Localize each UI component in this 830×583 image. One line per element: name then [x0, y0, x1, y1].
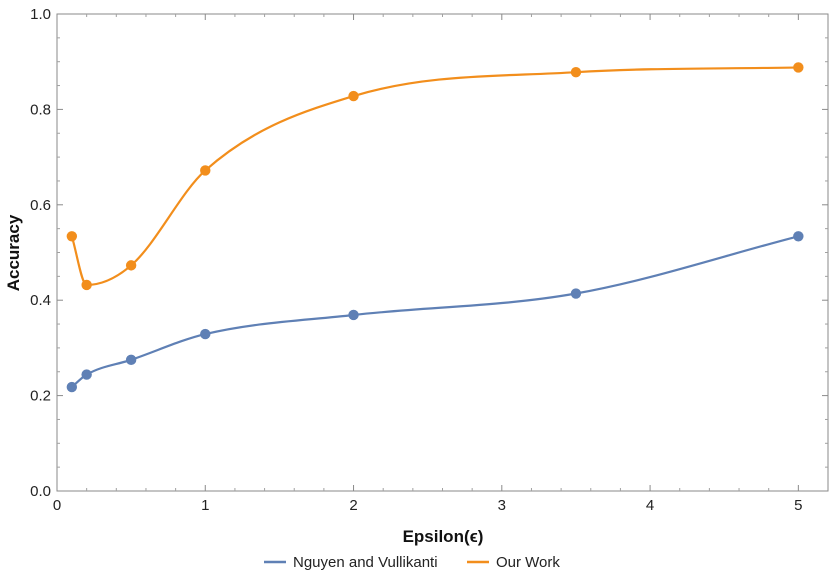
y-tick-label: 1.0	[30, 6, 51, 23]
series-1-point	[793, 231, 804, 242]
series-2-point	[200, 165, 211, 176]
axis-ticks: 0 1 2 3 4 5 0.0 0.2 0.4 0.6 0.8 1.0	[30, 6, 828, 514]
series-2-point	[793, 62, 804, 73]
x-tick-label: 1	[201, 497, 209, 514]
x-tick-label: 4	[646, 497, 654, 514]
plot-border	[56, 13, 829, 492]
series-2-point	[66, 231, 78, 242]
y-tick-label: 0.8	[30, 101, 51, 118]
series-points	[66, 62, 804, 393]
series-2-point	[348, 90, 359, 102]
series-1-point	[570, 288, 582, 299]
x-tick-label: 2	[349, 497, 357, 514]
legend: Nguyen and Vullikanti Our Work	[264, 554, 560, 571]
y-axis-title: Accuracy	[4, 214, 23, 291]
plot-frame	[56, 13, 829, 492]
x-tick-label: 3	[498, 497, 506, 514]
y-tick-label: 0.4	[30, 292, 51, 309]
x-axis-title: Epsilon(ϵ)	[403, 527, 484, 546]
y-tick-label: 0.2	[30, 388, 51, 405]
series-1-point	[81, 369, 92, 380]
series-line-1	[71, 235, 799, 388]
series-2-point	[570, 66, 582, 78]
x-tick-label: 0	[53, 497, 61, 514]
series-lines	[70, 66, 799, 388]
series-2-point	[125, 260, 137, 271]
legend-label-1: Nguyen and Vullikanti	[293, 554, 438, 571]
series-1-point	[66, 381, 78, 393]
series-1-point	[125, 354, 137, 366]
legend-label-2: Our Work	[496, 554, 560, 571]
series-line-2	[70, 66, 799, 287]
series-2-point	[81, 279, 92, 291]
y-tick-label: 0.6	[30, 197, 51, 214]
y-tick-label: 0.0	[30, 483, 51, 500]
x-tick-label: 5	[794, 497, 802, 514]
series-1-point	[348, 309, 359, 321]
series-1-point	[200, 328, 211, 340]
